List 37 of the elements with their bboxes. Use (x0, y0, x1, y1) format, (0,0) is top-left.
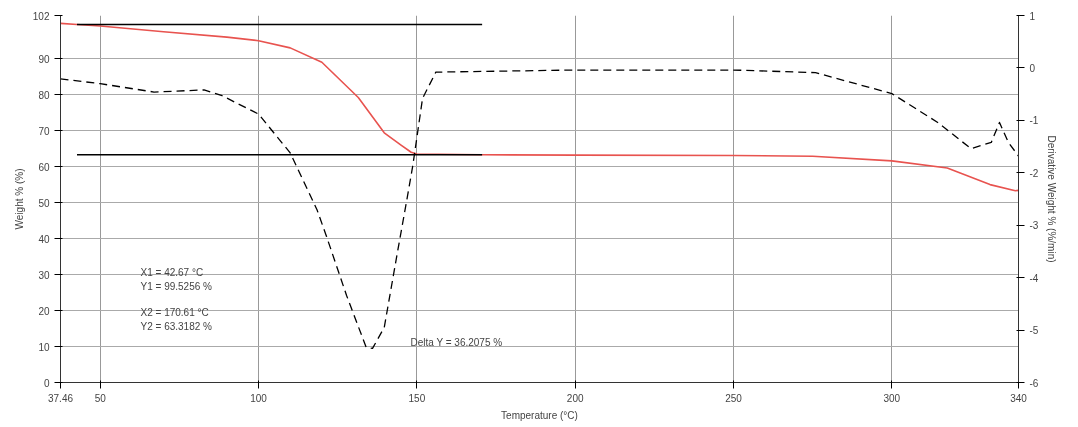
y2-tick-label: -3 (1029, 220, 1039, 232)
y-tick-label: 90 (38, 53, 50, 65)
annotation: Y2 = 63.3182 % (140, 320, 213, 332)
y2-tick-label: -1 (1029, 115, 1039, 127)
line-series (60, 69, 1019, 350)
annotation: X1 = 42.67 °C (140, 266, 204, 278)
x-tick-label: 150 (408, 392, 426, 404)
x-axis-title: Temperature (°C) (501, 409, 578, 421)
x-tick-label: 300 (883, 392, 901, 404)
y-tick-label: 20 (38, 305, 50, 317)
y2-axis-title: Derivative Weight % (%/min) (1046, 135, 1058, 263)
y-tick-label: 70 (38, 125, 50, 137)
y-tick-label: 50 (38, 197, 50, 209)
annotation: Y1 = 99.5256 % (140, 280, 213, 292)
y2-tick-label: -5 (1029, 325, 1039, 337)
x-tick-label: 340 (1010, 392, 1028, 404)
x-tick-label: 250 (725, 392, 743, 404)
annotation: X2 = 170.61 °C (140, 306, 209, 318)
y-tick-label: 40 (38, 233, 50, 245)
y-axis-title: Weight % (%) (13, 168, 25, 230)
y2-tick-label: -6 (1029, 377, 1039, 389)
y2-tick-label: -2 (1029, 167, 1039, 179)
y-tick-label: 80 (38, 89, 50, 101)
y2-tick-label: -4 (1029, 272, 1039, 284)
y-tick-label: 30 (38, 269, 50, 281)
line-series (60, 22, 1019, 192)
x-tick-label: 200 (566, 392, 584, 404)
y-tick-label: 0 (43, 377, 50, 389)
x-tick-label: 100 (250, 392, 268, 404)
y2-tick-label: 1 (1029, 10, 1036, 22)
y2-tick-label: 0 (1029, 62, 1036, 74)
x-tick-label: 37.46 (47, 392, 74, 404)
y-tick-label: 60 (38, 161, 50, 173)
x-tick-label: 50 (94, 392, 107, 404)
y-tick-label: 10 (38, 341, 50, 353)
annotation: Delta Y = 36.2075 % (410, 336, 503, 348)
y-tick-label: 102 (32, 10, 50, 22)
